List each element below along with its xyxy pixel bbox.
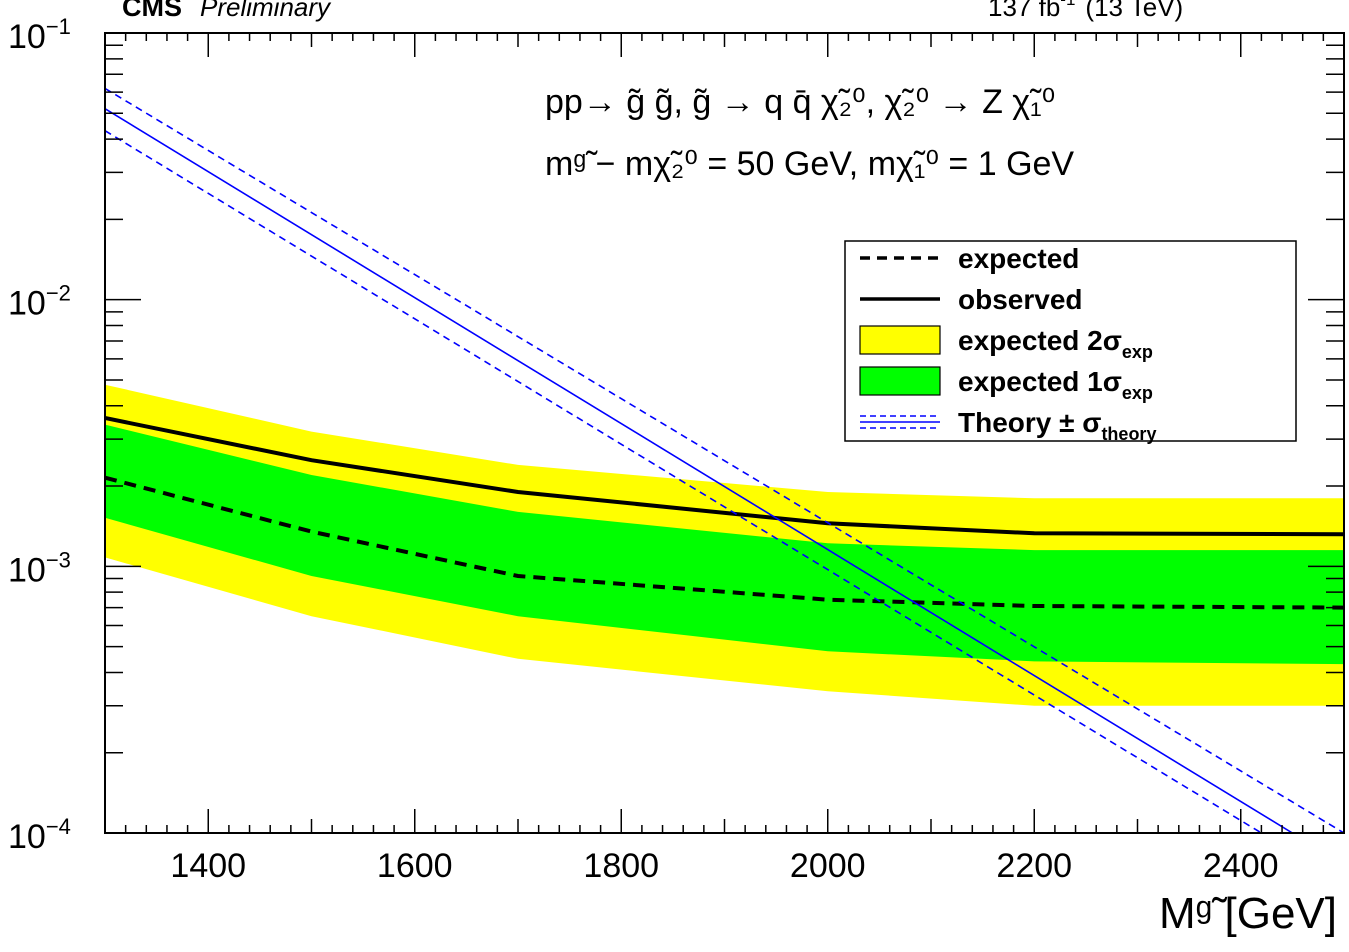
theory-lower-line [105, 130, 1262, 833]
legend: expected observed expected 2σexp expected 1… [844, 240, 1297, 444]
legend-entry-label: Theory ± σtheory [958, 407, 1156, 444]
theory-lines [105, 87, 1344, 833]
legend-entry-label: expected 2σexp [958, 325, 1153, 362]
experiment-label: CMS [122, 0, 182, 22]
luminosity-text: 137 fb-1 (13 TeV) [988, 0, 1183, 22]
y-tick-label: 10−3 [8, 547, 71, 589]
x-tick-label: 1600 [377, 847, 453, 885]
process-line-2: mᵍ̃ − mχ̃₂⁰ = 50 GeV, mχ̃₁⁰ = 1 GeV [545, 145, 1074, 183]
legend-swatch-yellow [859, 325, 941, 355]
series-observed-line [105, 416, 1344, 537]
energy-label: (13 TeV) [1085, 0, 1183, 22]
x-tick-label: 2200 [996, 847, 1072, 885]
status-label: Preliminary [200, 0, 332, 22]
x-tick-label: 2000 [790, 847, 866, 885]
x-tick-label: 2400 [1203, 847, 1279, 885]
axis-ticks [104, 33, 1345, 834]
luminosity-exponent: -1 [1060, 0, 1075, 9]
limit-lines [105, 416, 1344, 610]
x-axis-label: Mᵍ̃ [GeV] [1159, 889, 1337, 938]
legend-swatch-green [859, 366, 941, 396]
tick-labels: 1400 1600 1800 2000 2200 2400 10−1 10−2 10−3 10−4 [8, 14, 1279, 885]
legend-entry-label: expected [958, 243, 1079, 274]
x-tick-label: 1800 [583, 847, 659, 885]
theory-upper-line [105, 87, 1344, 833]
y-tick-label: 10−2 [8, 281, 71, 323]
legend-entry-label: observed [958, 284, 1083, 315]
process-line-1: pp→ g̃ g̃, g̃ → q q̄ χ̃₂⁰, χ̃₂⁰ → Z χ̃₁⁰ [545, 83, 1055, 121]
theory-central-line [105, 108, 1293, 833]
x-tick-label: 1400 [170, 847, 246, 885]
y-tick-label: 10−1 [8, 14, 71, 56]
legend-entry-label: expected 1σexp [958, 366, 1153, 403]
y-tick-label: 10−4 [8, 814, 71, 856]
luminosity-value: 137 fb [988, 0, 1060, 22]
